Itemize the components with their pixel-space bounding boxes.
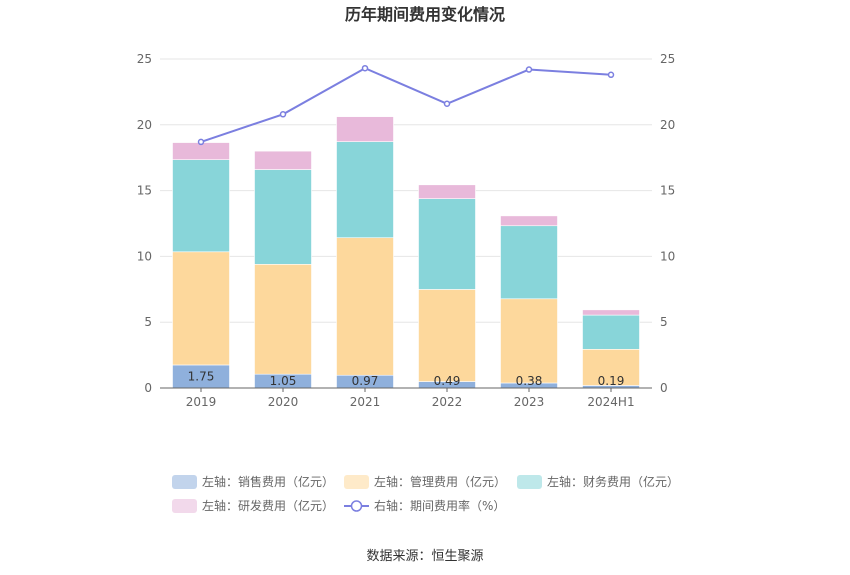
left-tick-label: 0 [144,381,152,395]
x-tick-label: 2024H1 [587,395,634,409]
left-tick-label: 5 [144,315,152,329]
bar-segment [254,263,312,375]
rate-point [197,138,205,146]
x-axis: 2019 2020 2021 2022 2023 2024H1 [186,388,635,409]
bar-segment [418,198,476,290]
bar-data-label: 1.05 [270,374,297,388]
x-tick-label: 2020 [268,395,299,409]
bar-segment [336,116,394,142]
legend-swatch-icon [517,475,542,489]
right-tick-label: 25 [660,52,675,66]
legend-item[interactable]: 左轴：管理费用（亿元） [344,474,506,489]
bar-labels: 1.75 1.05 0.97 0.49 0.38 0.19 [188,369,625,388]
left-axis: 0 5 10 15 20 25 [137,52,152,395]
right-tick-label: 5 [660,315,668,329]
rate-point [607,71,615,79]
bar-series [172,116,640,389]
bar-segment [336,141,394,239]
left-tick-label: 20 [137,118,152,132]
source-text: 数据来源：恒生聚源 [366,549,483,564]
legend-label: 左轴：研发费用（亿元） [202,498,334,513]
bar-segment [172,159,230,253]
bar-segment [500,225,558,300]
bar-segment [254,150,312,170]
rate-point [361,64,369,72]
legend-label: 右轴：期间费用率（%） [374,498,505,513]
legend[interactable]: 左轴：销售费用（亿元） 左轴：管理费用（亿元） 左轴：财务费用（亿元） 左轴：研发费用… [172,474,679,513]
bar-data-label: 0.49 [434,374,461,388]
bar-segment [418,289,476,382]
legend-swatch-icon [172,499,197,513]
x-tick-label: 2019 [186,395,217,409]
legend-item[interactable]: 左轴：销售费用（亿元） [172,474,334,489]
legend-item[interactable]: 左轴：研发费用（亿元） [172,498,334,513]
bar-segment [582,349,640,386]
legend-label: 左轴：销售费用（亿元） [202,474,334,489]
legend-label: 左轴：财务费用（亿元） [547,474,679,489]
bar-segment [500,298,558,384]
bar-segment [582,314,640,350]
bar-segment [336,237,394,376]
rate-line [200,67,612,143]
x-tick-label: 2022 [432,395,463,409]
right-axis: 0 5 10 15 20 25 [660,52,675,395]
left-tick-label: 15 [137,184,152,198]
legend-swatch-icon [172,475,197,489]
bar-data-label: 0.97 [352,374,379,388]
right-tick-label: 0 [660,381,668,395]
legend-marker-icon [350,500,363,512]
bar-data-label: 0.38 [516,374,543,388]
rate-point [525,66,533,73]
rate-point [279,111,287,118]
legend-swatch-icon [344,475,369,489]
rate-point [443,100,451,107]
x-tick-label: 2023 [514,395,545,409]
bar-segment [500,215,558,227]
line-series [197,64,615,146]
x-tick-label: 2021 [350,395,381,409]
bar-data-label: 0.19 [598,374,625,388]
bar-segment [172,251,230,366]
bar-data-label: 1.75 [188,369,215,383]
left-tick-label: 10 [137,249,152,263]
grid [160,58,652,323]
bar-segment [254,169,312,265]
chart-title: 历年期间费用变化情况 [345,5,505,24]
bar-segment [418,184,476,199]
right-tick-label: 15 [660,184,675,198]
legend-item[interactable]: 右轴：期间费用率（%） [344,498,505,513]
right-tick-label: 10 [660,249,675,263]
right-tick-label: 20 [660,118,675,132]
left-tick-label: 25 [137,52,152,66]
legend-label: 左轴：管理费用（亿元） [374,474,506,489]
bar-segment [582,309,640,316]
legend-item[interactable]: 左轴：财务费用（亿元） [517,474,679,489]
